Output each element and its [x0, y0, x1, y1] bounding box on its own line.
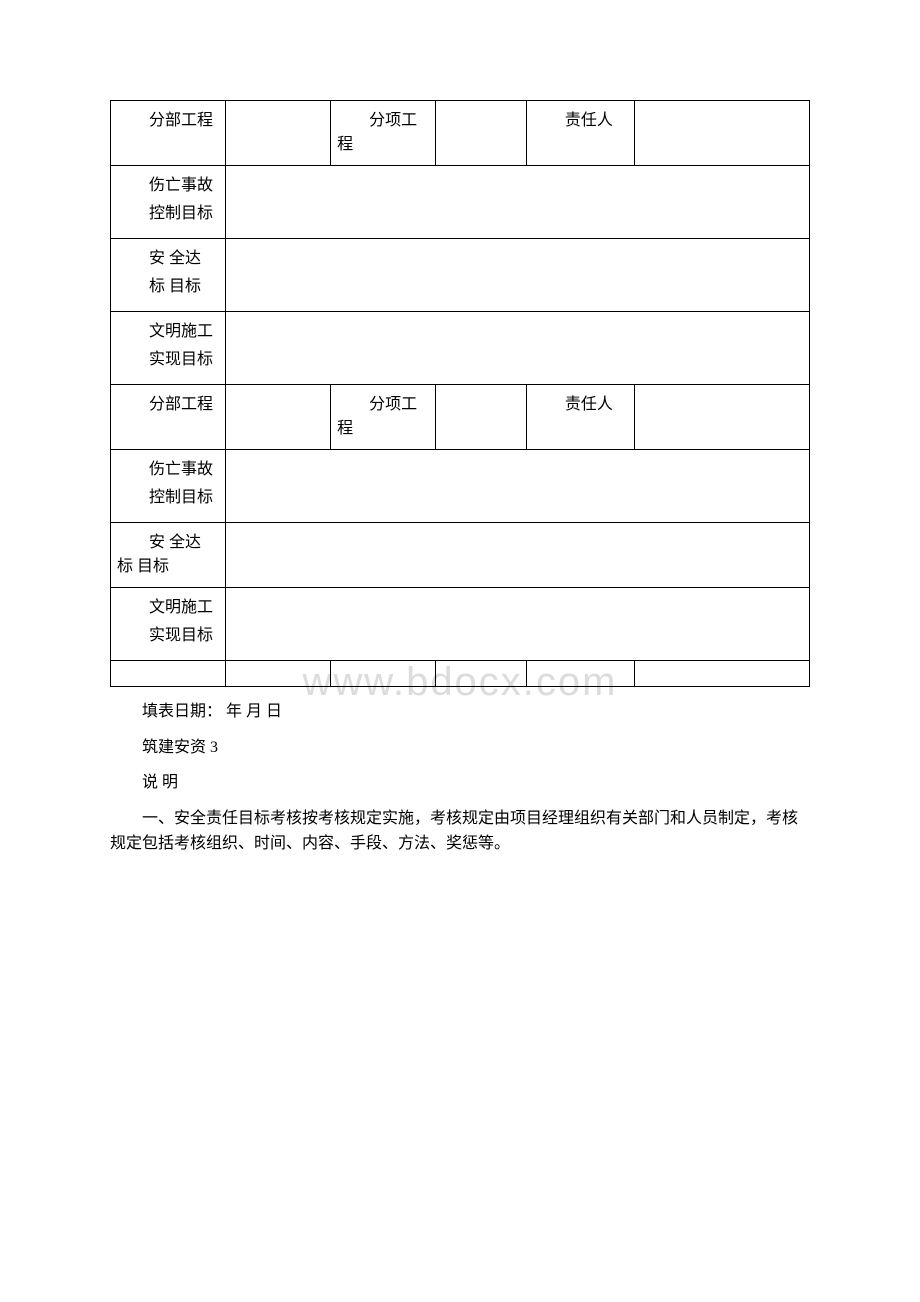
- cell-empty: [226, 588, 810, 661]
- cell-empty: [436, 661, 527, 687]
- main-table: 分部工程 分项工程 责任人 伤亡事故 控制目标 安 全达 标 目标 文明施工 实…: [110, 100, 810, 687]
- table-row: 文明施工 实现目标: [111, 588, 810, 661]
- cell-shangwang-label: 伤亡事故 控制目标: [111, 166, 226, 239]
- shuoming-heading: 说 明: [110, 770, 810, 796]
- footer-section: 填表日期： 年 月 日 筑建安资 3 说 明 一、安全责任目标考核按考核规定实施…: [110, 699, 810, 857]
- cell-anquan-label: 安 全达 标 目标: [111, 523, 226, 588]
- table-row: 伤亡事故 控制目标: [111, 166, 810, 239]
- cell-empty: [226, 101, 331, 166]
- cell-empty: [635, 385, 810, 450]
- cell-empty: [226, 661, 331, 687]
- cell-empty: [635, 661, 810, 687]
- cell-anquan-label: 安 全达 标 目标: [111, 239, 226, 312]
- cell-fenbu-label: 分部工程: [111, 385, 226, 450]
- cell-fenxiang-label: 分项工程: [331, 101, 436, 166]
- table-row: 分部工程 分项工程 责任人: [111, 385, 810, 450]
- cell-empty: [526, 661, 634, 687]
- cell-empty: [226, 239, 810, 312]
- note-paragraph: 一、安全责任目标考核按考核规定实施，考核规定由项目经理组织有关部门和人员制定，考…: [110, 806, 810, 857]
- cell-empty: [436, 101, 527, 166]
- cell-zeren-label: 责任人: [526, 385, 634, 450]
- cell-empty: [226, 385, 331, 450]
- cell-empty: [226, 312, 810, 385]
- table-row: 伤亡事故 控制目标: [111, 450, 810, 523]
- cell-empty: [226, 166, 810, 239]
- cell-shangwang-label: 伤亡事故 控制目标: [111, 450, 226, 523]
- table-row: 安 全达 标 目标: [111, 239, 810, 312]
- cell-empty: [226, 523, 810, 588]
- cell-empty: [436, 385, 527, 450]
- cell-empty: [226, 450, 810, 523]
- cell-wenming-label: 文明施工 实现目标: [111, 312, 226, 385]
- cell-empty: [635, 101, 810, 166]
- table-row: [111, 661, 810, 687]
- doc-code-line: 筑建安资 3: [110, 735, 810, 761]
- cell-empty: [331, 661, 436, 687]
- cell-empty: [111, 661, 226, 687]
- fill-date-line: 填表日期： 年 月 日: [110, 699, 810, 725]
- table-row: 文明施工 实现目标: [111, 312, 810, 385]
- table-row: 安 全达 标 目标: [111, 523, 810, 588]
- cell-wenming-label: 文明施工 实现目标: [111, 588, 226, 661]
- cell-fenxiang-label: 分项工程: [331, 385, 436, 450]
- table-row: 分部工程 分项工程 责任人: [111, 101, 810, 166]
- cell-fenbu-label: 分部工程: [111, 101, 226, 166]
- cell-zeren-label: 责任人: [526, 101, 634, 166]
